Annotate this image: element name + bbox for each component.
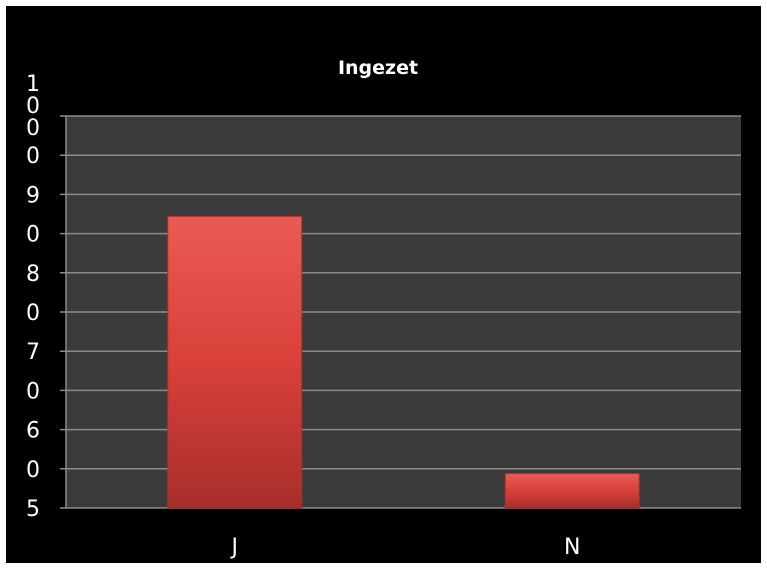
y-tick-label-8: 9 [26,183,40,208]
y-tick-label-7: 0 [26,223,40,248]
y-tick-label-4: 7 [26,340,40,365]
y-tick-label-9: 0 [26,144,40,169]
bars [167,215,640,509]
bar-N [504,473,640,509]
y-tick-label-6: 8 [26,262,40,287]
y-tick-label-10-char-1: 0 [26,94,40,119]
y-tick-label-10-char-0: 1 [26,72,40,97]
y-tick-label-2: 6 [26,419,40,444]
x-category-label-N: N [564,535,580,560]
x-category-label-J: J [230,535,239,560]
y-tick-label-5: 0 [26,301,40,326]
y-tick-label-1: 0 [26,458,40,483]
bar-J [167,215,303,509]
y-tick-label-0: 5 [26,497,40,522]
chart-title: Ingezet [338,57,418,79]
y-tick-label-3: 0 [26,379,40,404]
y-tick-label-10-char-2: 0 [26,116,40,141]
